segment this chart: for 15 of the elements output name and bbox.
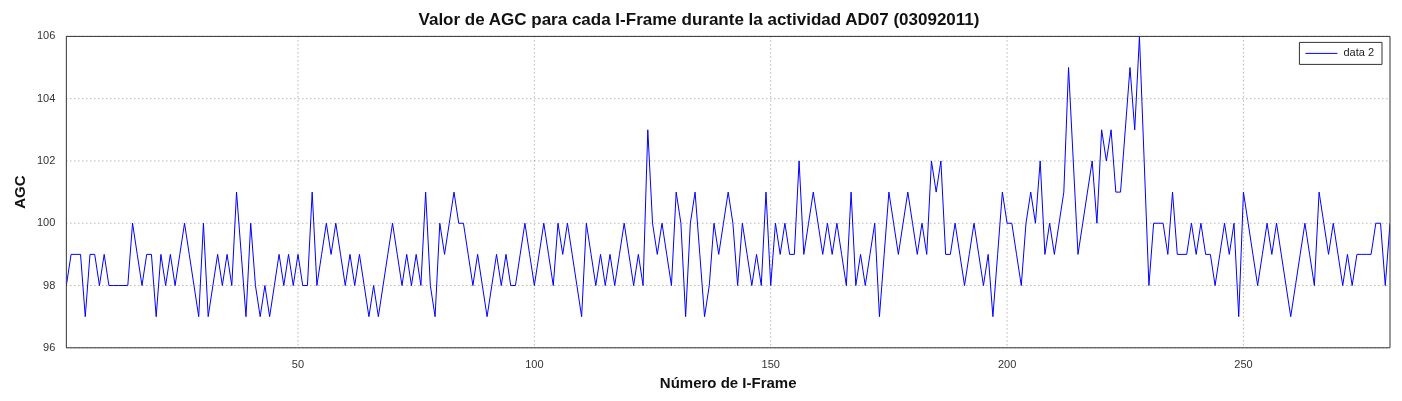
y-tick-label: 104 [36, 91, 56, 104]
y-tick-label: 96 [43, 340, 56, 353]
legend-label: data 2 [1343, 46, 1375, 59]
x-axis-title: Número de I-Frame [659, 374, 797, 392]
x-tick-label: 100 [525, 358, 544, 371]
y-tick-label: 100 [36, 216, 56, 229]
y-tick-label: 102 [36, 153, 56, 166]
x-tick-label: 150 [761, 358, 780, 371]
x-tick-label: 250 [1234, 358, 1253, 371]
chart-title: Valor de AGC para cada I-Frame durante la actividad AD07 (03092011) [418, 9, 980, 29]
y-tick-label: 98 [43, 278, 56, 291]
y-axis-title: AGC [11, 175, 29, 209]
x-tick-label: 200 [997, 358, 1017, 371]
x-tick-label: 50 [291, 358, 305, 371]
y-tick-label: 106 [36, 29, 56, 42]
